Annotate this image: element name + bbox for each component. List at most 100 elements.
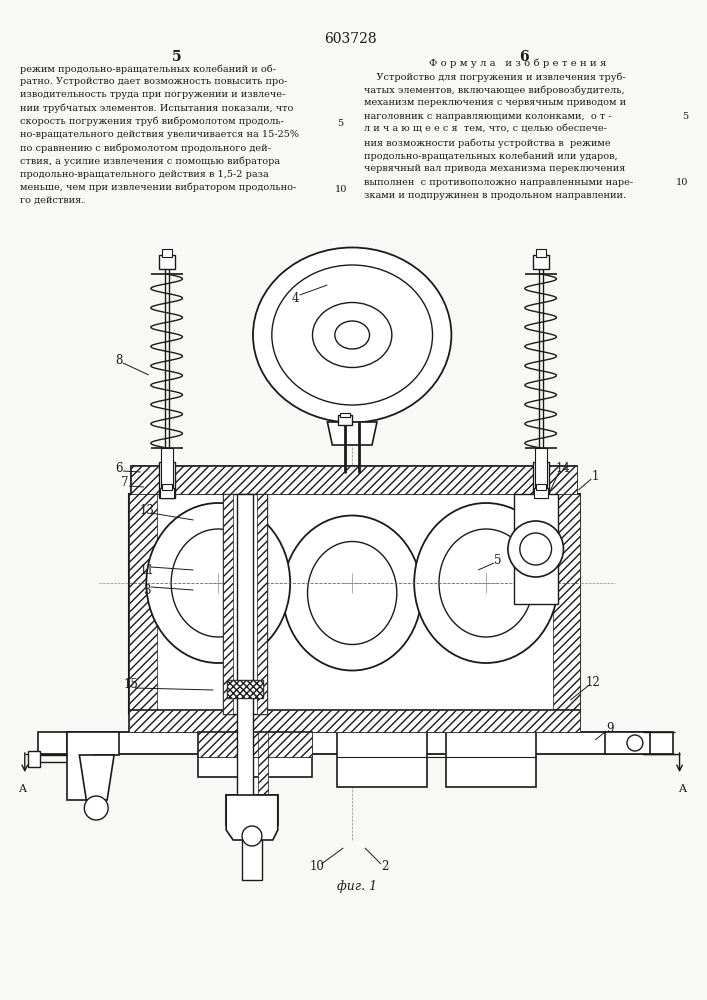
Bar [159, 462, 175, 498]
Ellipse shape [414, 503, 558, 663]
Text: выполнен  с противоположно направленными наре-: выполнен с противоположно направленными … [364, 178, 633, 187]
Text: 2: 2 [381, 860, 389, 874]
Text: 8: 8 [115, 354, 123, 366]
Bar [223, 494, 233, 714]
Bar [129, 710, 580, 732]
Text: 6: 6 [115, 462, 123, 475]
Bar [553, 494, 580, 714]
Bar [129, 494, 580, 714]
Bar [533, 255, 549, 269]
Text: 7: 7 [121, 477, 129, 489]
Text: 13: 13 [139, 504, 154, 516]
Text: ния возможности работы устройства в  режиме: ния возможности работы устройства в режи… [364, 138, 611, 147]
Bar [162, 249, 172, 257]
Circle shape [520, 533, 551, 565]
Text: ствия, а усилие извлечения с помощью вибратора: ствия, а усилие извлечения с помощью виб… [20, 156, 280, 166]
Ellipse shape [335, 321, 370, 349]
Polygon shape [327, 422, 377, 445]
Text: фиг. 1: фиг. 1 [337, 880, 378, 893]
Bar [338, 415, 352, 425]
Bar [160, 448, 173, 498]
Circle shape [627, 735, 643, 751]
Polygon shape [226, 795, 278, 840]
Polygon shape [79, 755, 114, 800]
Bar [534, 488, 548, 498]
Bar [226, 795, 278, 825]
Text: изводительность труда при погружении и извлече-: изводительность труда при погружении и и… [20, 90, 285, 99]
Text: A: A [18, 784, 26, 794]
Bar [446, 732, 536, 787]
Text: 603728: 603728 [324, 32, 377, 46]
Bar [534, 448, 547, 498]
Bar [28, 751, 40, 767]
Ellipse shape [312, 302, 392, 367]
Bar [131, 466, 578, 494]
Text: 4: 4 [292, 292, 299, 304]
Polygon shape [67, 732, 119, 800]
Bar [238, 732, 248, 807]
Bar [643, 732, 672, 754]
Bar [514, 494, 558, 604]
Ellipse shape [253, 247, 451, 422]
Text: наголовник с направляющими колонками,  о т -: наголовник с направляющими колонками, о … [364, 112, 612, 121]
Text: 5: 5 [337, 119, 344, 128]
Ellipse shape [146, 503, 290, 663]
Bar [536, 249, 546, 257]
Bar [605, 732, 650, 754]
Bar [162, 484, 172, 490]
Ellipse shape [308, 542, 397, 645]
Bar [67, 732, 643, 754]
Bar [199, 732, 312, 757]
Text: ратно. Устройство дает возможность повысить про-: ратно. Устройство дает возможность повыс… [20, 77, 287, 86]
Bar [199, 732, 312, 757]
Text: 5: 5 [494, 554, 502, 566]
Text: по сравнению с вибромолотом продольного дей-: по сравнению с вибромолотом продольного … [20, 143, 271, 153]
Text: продольно-вращательных колебаний или ударов,: продольно-вращательных колебаний или уда… [364, 151, 618, 161]
Text: 6: 6 [519, 50, 529, 64]
Text: 10: 10 [676, 178, 689, 187]
Bar [242, 840, 262, 880]
Text: 9: 9 [607, 722, 614, 734]
Text: 1: 1 [592, 470, 599, 483]
Bar [340, 413, 350, 417]
Text: скорость погружения труб вибромолотом продоль-: скорость погружения труб вибромолотом пр… [20, 117, 284, 126]
Text: 11: 11 [139, 564, 154, 576]
Text: A: A [679, 784, 686, 794]
Bar [533, 462, 549, 498]
Text: червячный вал привода механизма переключения: червячный вал привода механизма переключ… [364, 164, 626, 173]
Text: л и ч а ю щ е е с я  тем, что, с целью обеспече-: л и ч а ю щ е е с я тем, что, с целью об… [364, 125, 607, 134]
Ellipse shape [171, 529, 265, 637]
Bar [159, 255, 175, 269]
Text: меньше, чем при извлечении вибратором продольно-: меньше, чем при извлечении вибратором пр… [20, 183, 296, 192]
Text: режим продольно-вращательных колебаний и об-: режим продольно-вращательных колебаний и… [20, 64, 276, 74]
Bar [227, 680, 263, 698]
Bar [129, 710, 580, 732]
Text: 10: 10 [334, 185, 346, 194]
Text: 10: 10 [310, 860, 325, 874]
Text: 3: 3 [143, 584, 151, 596]
Text: механизм переключения с червячным приводом и: механизм переключения с червячным привод… [364, 98, 626, 107]
Text: 14: 14 [556, 462, 571, 475]
Text: чатых элементов, включающее вибровозбудитель,: чатых элементов, включающее вибровозбуди… [364, 85, 625, 95]
Bar [237, 494, 253, 814]
Bar [129, 494, 157, 714]
Text: 12: 12 [586, 676, 601, 688]
Text: но-вращательного действия увеличивается на 15-25%: но-вращательного действия увеличивается … [20, 130, 299, 139]
Text: Ф о р м у л а   и з о б р е т е н и я: Ф о р м у л а и з о б р е т е н и я [429, 58, 607, 68]
Bar [199, 757, 312, 777]
Bar [258, 732, 268, 807]
Circle shape [508, 521, 563, 577]
Bar [227, 680, 263, 698]
Text: продольно-вращательного действия в 1,5-2 раза: продольно-вращательного действия в 1,5-2… [20, 170, 269, 179]
Ellipse shape [271, 265, 433, 405]
Ellipse shape [439, 529, 533, 637]
Bar [160, 488, 174, 498]
Bar [37, 732, 67, 754]
Ellipse shape [283, 516, 421, 670]
Text: зками и подпружинен в продольном направлении.: зками и подпружинен в продольном направл… [364, 191, 626, 200]
Text: 15: 15 [124, 678, 139, 692]
Text: 5: 5 [172, 50, 182, 64]
Text: нии трубчатых элементов. Испытания показали, что: нии трубчатых элементов. Испытания показ… [20, 104, 293, 113]
Bar [536, 484, 546, 490]
Bar [337, 732, 426, 787]
